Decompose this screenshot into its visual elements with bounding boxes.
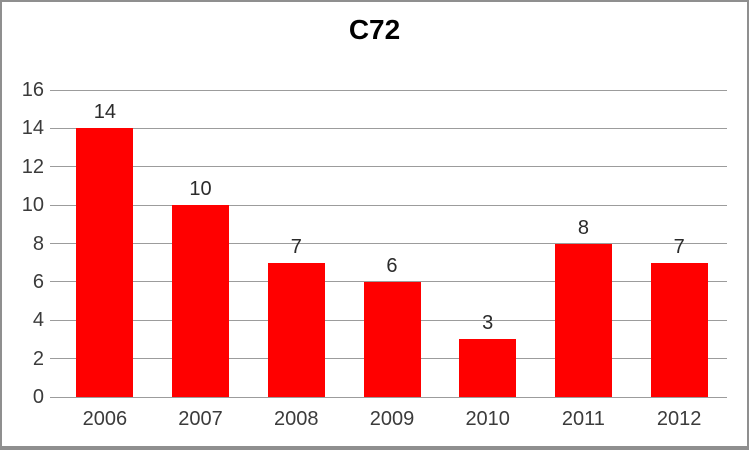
bar-value-label: 3 bbox=[482, 312, 494, 335]
gridline bbox=[57, 127, 727, 129]
y-axis-tick-label: 4 bbox=[32, 309, 44, 332]
y-axis-tick bbox=[50, 166, 57, 168]
y-axis-tick-label: 10 bbox=[21, 194, 44, 217]
x-axis-tick-label: 2012 bbox=[656, 408, 702, 430]
bar-2006 bbox=[76, 128, 134, 397]
chart-title: C72 bbox=[348, 14, 401, 45]
y-axis-tick bbox=[50, 281, 57, 283]
gridline bbox=[57, 243, 727, 244]
bar-2008 bbox=[267, 262, 325, 397]
y-axis-tick bbox=[50, 396, 57, 398]
y-axis-tick bbox=[50, 204, 57, 206]
y-axis-tick bbox=[50, 358, 57, 360]
x-axis-tick-label: 2007 bbox=[178, 408, 223, 430]
bar-value-label: 7 bbox=[290, 235, 302, 258]
y-axis-tick bbox=[50, 319, 57, 321]
x-axis-tick-label: 2009 bbox=[369, 408, 415, 430]
gridline bbox=[57, 89, 727, 91]
x-axis-tick-label: 2006 bbox=[82, 408, 128, 430]
x-axis-tick-label: 2010 bbox=[465, 408, 510, 430]
y-axis-tick-label: 0 bbox=[32, 386, 44, 408]
y-axis-tick-label: 6 bbox=[32, 270, 44, 293]
bar-value-label: 10 bbox=[189, 178, 212, 201]
y-axis-tick bbox=[50, 243, 57, 244]
bar-value-label: 7 bbox=[673, 235, 685, 258]
x-axis-tick-label: 2008 bbox=[274, 408, 319, 430]
y-axis-tick bbox=[50, 127, 57, 129]
gridline bbox=[57, 166, 727, 168]
bar-value-label: 14 bbox=[93, 101, 116, 124]
bar-value-label: 6 bbox=[386, 254, 398, 277]
x-axis-tick-label: 2011 bbox=[561, 408, 605, 430]
y-axis-tick bbox=[50, 89, 57, 91]
y-axis-tick-label: 12 bbox=[21, 155, 44, 178]
y-axis-tick-label: 14 bbox=[21, 117, 44, 140]
bar-2010 bbox=[459, 339, 517, 397]
bar-2009 bbox=[363, 281, 421, 397]
plot-area bbox=[50, 89, 727, 398]
bar-2011 bbox=[554, 243, 612, 397]
y-axis-tick-label: 16 bbox=[21, 79, 44, 101]
y-axis-tick-label: 2 bbox=[32, 347, 44, 370]
y-axis-tick-label: 8 bbox=[32, 232, 44, 255]
bar-2007 bbox=[172, 205, 230, 397]
bar-2012 bbox=[650, 262, 708, 397]
gridline bbox=[57, 204, 727, 206]
bar-value-label: 8 bbox=[577, 216, 589, 239]
